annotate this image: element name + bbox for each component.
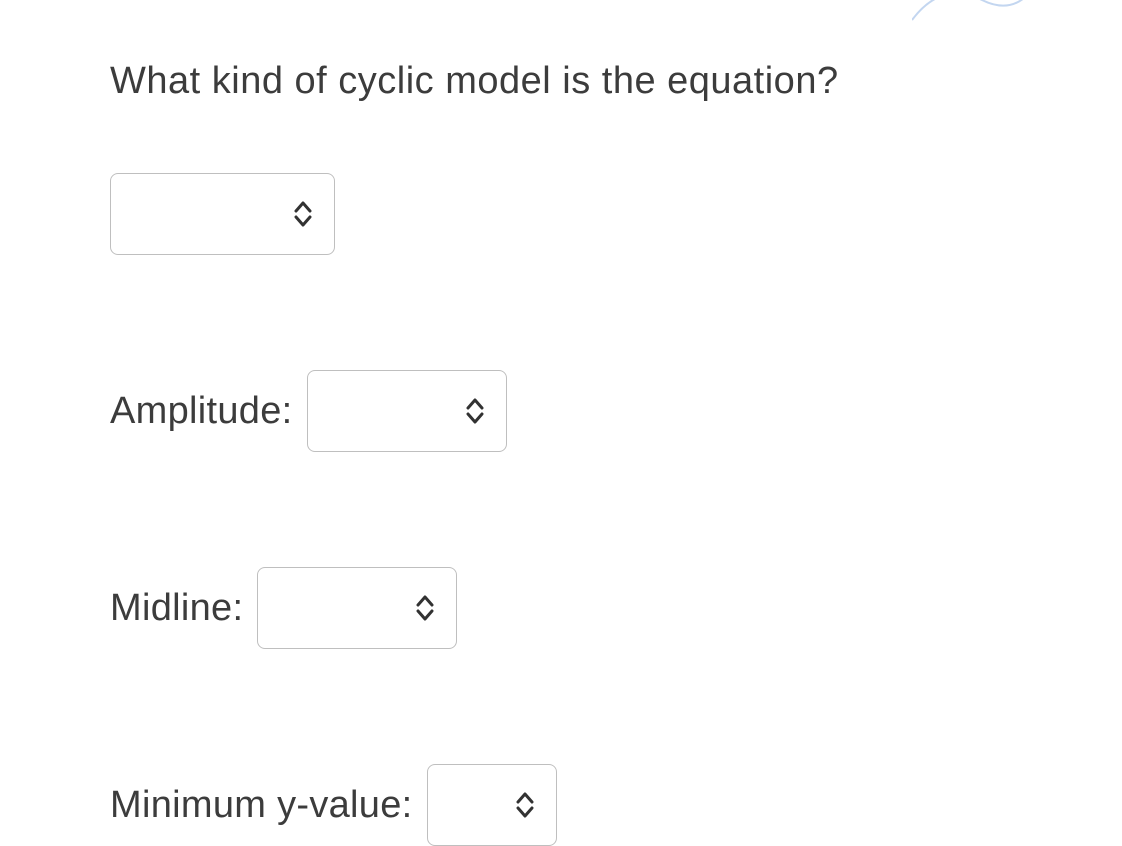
chevron-updown-icon [514,791,536,819]
decorative-curve [912,0,1032,30]
midline-label: Midline: [110,587,243,630]
amplitude-row: Amplitude: [110,370,1122,452]
chevron-updown-icon [292,200,314,228]
min-y-row: Minimum y-value: [110,764,1122,846]
amplitude-dropdown[interactable] [307,370,507,452]
model-type-dropdown[interactable] [110,173,335,255]
midline-row: Midline: [110,567,1122,649]
question-text: What kind of cyclic model is the equatio… [110,60,1122,103]
min-y-label: Minimum y-value: [110,784,413,827]
chevron-updown-icon [464,397,486,425]
model-type-row [110,173,1122,255]
amplitude-label: Amplitude: [110,390,293,433]
midline-dropdown[interactable] [257,567,457,649]
min-y-dropdown[interactable] [427,764,557,846]
chevron-updown-icon [414,594,436,622]
